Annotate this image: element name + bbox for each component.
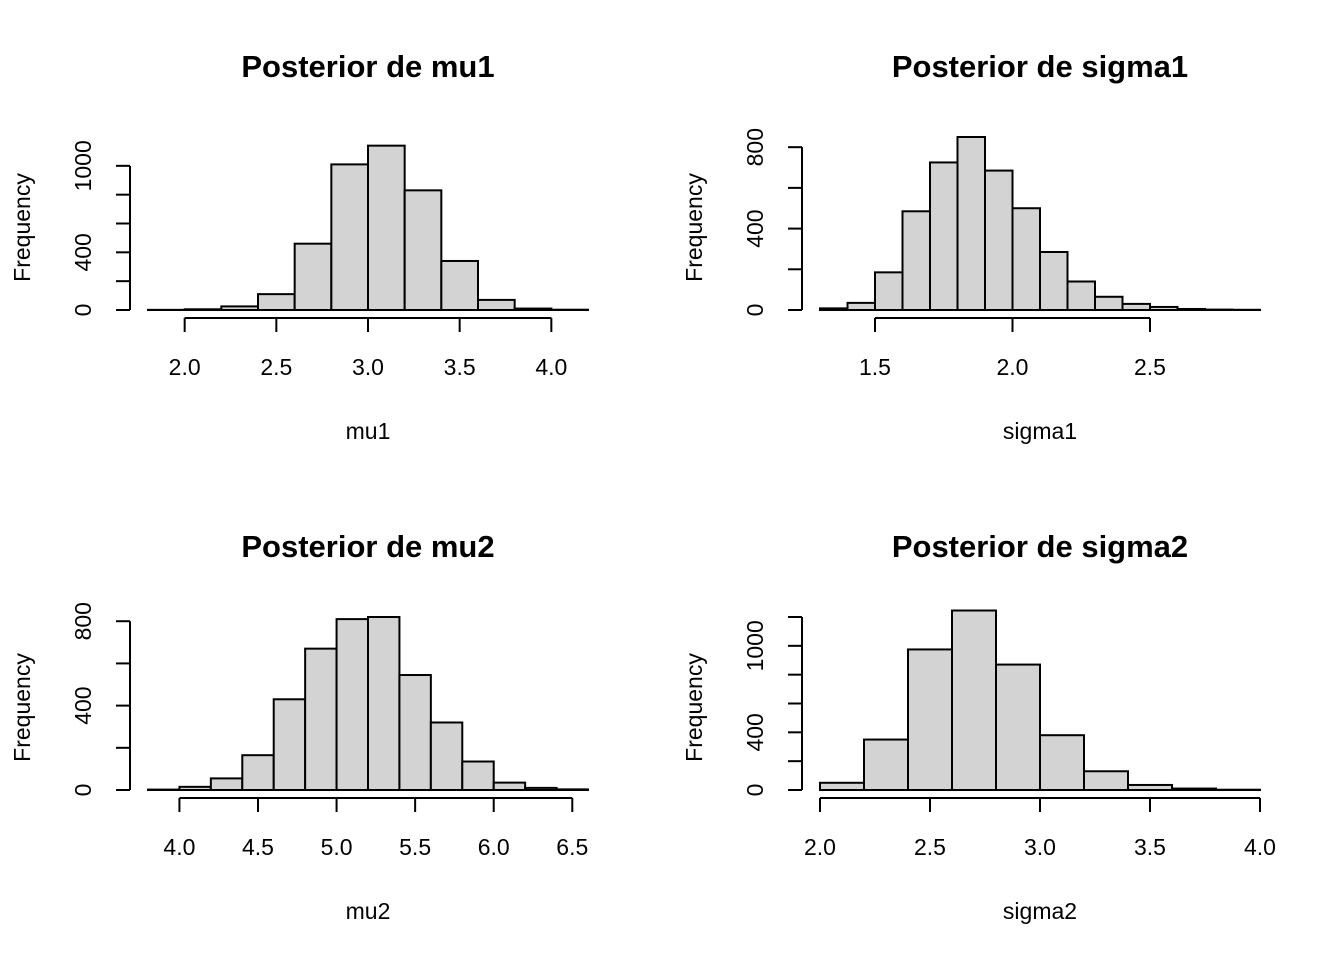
panel-title: Posterior de mu2: [241, 529, 494, 564]
panel-title: Posterior de sigma2: [892, 529, 1188, 564]
x-tick-label: 3.0: [1024, 834, 1056, 860]
x-tick-label: 6.0: [478, 834, 510, 860]
histogram-bar: [901, 210, 931, 311]
y-tick-label: 400: [70, 233, 96, 271]
x-tick-label: 2.0: [997, 354, 1029, 380]
histogram-bar: [440, 259, 480, 312]
histogram-bar: [257, 293, 296, 311]
histogram-panel: Posterior de mu1 2.0 2.5 3.0 3.5 4.0 mu1 0 400 10…: [9, 49, 589, 444]
histogram-bar: [178, 785, 212, 792]
y-tick-label: 1000: [742, 620, 768, 671]
x-tick-label: 2.0: [804, 834, 836, 860]
histogram-bar: [951, 609, 997, 792]
x-tick-label: 2.0: [169, 354, 201, 380]
histogram-bar: [1149, 305, 1179, 311]
y-tick-label: 0: [742, 304, 768, 317]
x-axis-title: sigma2: [1003, 898, 1077, 924]
x-tick-label: 2.5: [260, 354, 292, 380]
y-tick-label: 800: [742, 128, 768, 166]
histogram-bar: [819, 307, 849, 312]
x-tick-label: 4.5: [242, 834, 274, 860]
histogram-bar: [209, 777, 244, 792]
histogram-bar: [874, 271, 904, 311]
histogram-bar: [863, 738, 909, 792]
y-tick-label: 400: [742, 713, 768, 751]
panel-title: Posterior de sigma1: [892, 49, 1188, 84]
y-axis-title: Frequency: [9, 173, 35, 282]
histogram-bar: [1176, 307, 1206, 312]
y-tick-label: 0: [742, 784, 768, 797]
histogram-bar: [929, 161, 959, 311]
histogram-bar: [1039, 734, 1085, 792]
histogram-bar: [1066, 280, 1096, 312]
histogram-bar: [461, 760, 495, 792]
histogram-bar: [403, 189, 443, 311]
histogram-bar: [241, 754, 275, 791]
x-tick-label: 1.5: [859, 354, 891, 380]
x-tick-label: 5.5: [399, 834, 431, 860]
x-axis-title: mu1: [346, 418, 391, 444]
y-axis-title: Frequency: [681, 173, 707, 282]
histogram-bar: [367, 616, 401, 791]
histogram-panel: Posterior de sigma2 2.0 2.5 3.0 3.5 4.0 sigma2…: [681, 529, 1276, 924]
histogram-bar: [398, 674, 432, 792]
y-axis-title: Frequency: [681, 653, 707, 762]
histogram-bar: [995, 663, 1041, 792]
histogram-bar: [220, 305, 259, 312]
histogram-bar: [1127, 783, 1173, 791]
histogram-bar: [524, 786, 558, 792]
y-tick-label: 800: [70, 602, 96, 640]
histogram-bar: [1039, 250, 1069, 311]
histogram-bar: [330, 163, 370, 311]
histogram-bar: [367, 144, 406, 311]
x-tick-label: 2.5: [914, 834, 946, 860]
histogram-bar: [429, 721, 464, 791]
histogram-bar: [293, 242, 333, 311]
histogram-bar: [819, 781, 865, 792]
x-tick-label: 2.5: [1134, 354, 1166, 380]
histogram-bar: [1094, 295, 1124, 312]
x-tick-label: 4.0: [163, 834, 195, 860]
histogram-bar: [492, 781, 527, 791]
histogram-panel: Posterior de sigma1 1.5 2.0 2.5 sigma1 0 400 80…: [681, 49, 1261, 444]
histogram-bar: [477, 298, 516, 311]
y-tick-label: 1000: [70, 140, 96, 191]
histogram-panel: Posterior de mu2 4.0 4.5 5.0 5.5 6.0 6.5 mu2 0 40…: [9, 529, 589, 924]
x-tick-label: 3.5: [444, 354, 476, 380]
histogram-bar: [1011, 207, 1041, 311]
histogram-bar: [1171, 787, 1217, 792]
y-tick-label: 400: [70, 686, 96, 724]
x-axis-title: sigma1: [1003, 418, 1077, 444]
y-axis-title: Frequency: [9, 653, 35, 762]
x-tick-label: 3.0: [352, 354, 384, 380]
histogram-bar: [846, 301, 876, 311]
histogram-bar: [1083, 770, 1129, 792]
x-tick-label: 4.0: [535, 354, 567, 380]
histogram-bar: [272, 698, 307, 792]
histogram-bar: [984, 169, 1014, 311]
histogram-bar: [304, 647, 338, 792]
histogram-bar: [513, 307, 553, 311]
panel-title: Posterior de mu1: [241, 49, 494, 84]
histogram-bar: [555, 788, 589, 791]
x-tick-label: 6.5: [556, 834, 588, 860]
x-tick-label: 4.0: [1244, 834, 1276, 860]
histogram-bar: [183, 308, 223, 312]
y-tick-label: 0: [70, 784, 96, 797]
histogram-bar: [956, 136, 986, 311]
x-tick-label: 3.5: [1134, 834, 1166, 860]
histogram-bar: [335, 618, 370, 791]
x-tick-label: 5.0: [321, 834, 353, 860]
histogram-bar: [907, 648, 953, 791]
x-axis-title: mu2: [346, 898, 391, 924]
y-tick-label: 400: [742, 209, 768, 247]
histogram-bar: [1121, 302, 1151, 311]
y-tick-label: 0: [70, 304, 96, 317]
